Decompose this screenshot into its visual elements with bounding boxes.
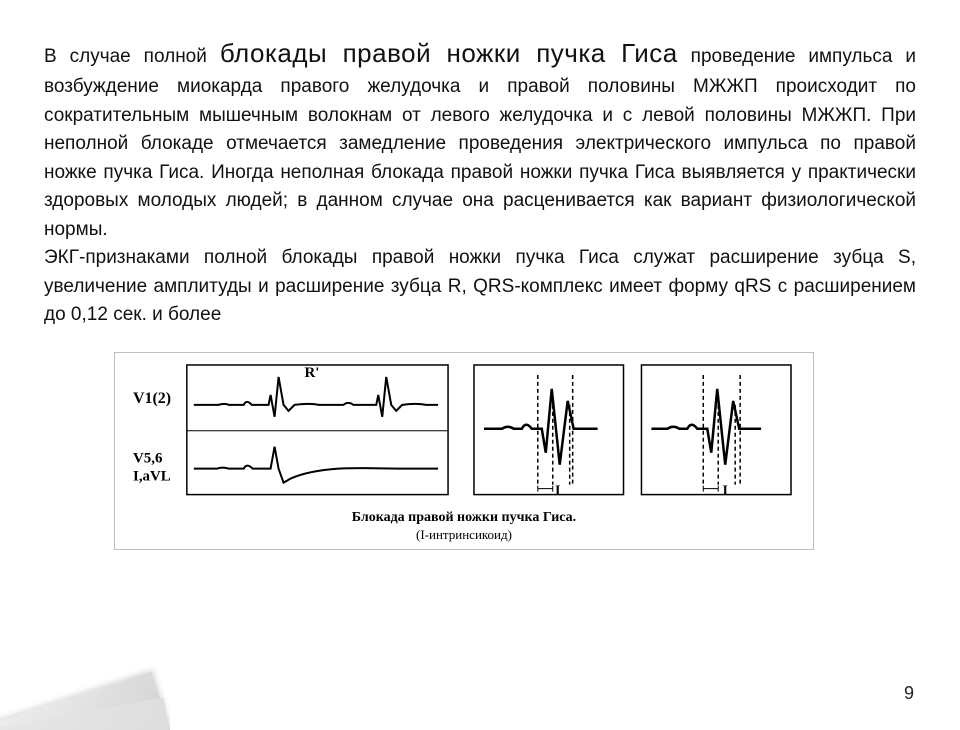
ecg-figure: V1(2) V5,6 I,aVL R'	[114, 352, 814, 550]
bracket-2	[703, 485, 718, 491]
wave-v56	[194, 446, 438, 482]
p2: ЭКГ-признаками полной блокады правой нож…	[44, 244, 916, 330]
page-number: 9	[904, 683, 914, 704]
label-iavl: I,aVL	[133, 468, 171, 484]
ecg-svg: V1(2) V5,6 I,aVL R'	[123, 359, 805, 509]
p1-title: блокады правой ножки пучка Гиса	[220, 38, 678, 68]
label-v1: V1(2)	[133, 389, 171, 406]
p1-rest: проведение импульса и возбуждение миокар…	[44, 46, 916, 240]
wave-v1	[194, 376, 438, 416]
label-i-1: I	[555, 483, 560, 498]
caption-main: Блокада правой ножки пучка Гиса.	[352, 510, 576, 525]
wave-right-1	[484, 388, 598, 464]
page-curl	[0, 610, 170, 730]
label-r: R'	[304, 364, 319, 380]
wave-right-2	[651, 388, 761, 464]
left-frame	[187, 364, 448, 494]
main-text: В случае полной блокады правой ножки пуч…	[44, 34, 916, 330]
bracket-1	[538, 485, 553, 491]
label-v56: V5,6	[133, 450, 163, 466]
p1-lead: В случае полной	[44, 46, 220, 67]
label-i-2: I	[722, 483, 727, 498]
caption-sub: (I-интринсикоид)	[416, 527, 512, 542]
